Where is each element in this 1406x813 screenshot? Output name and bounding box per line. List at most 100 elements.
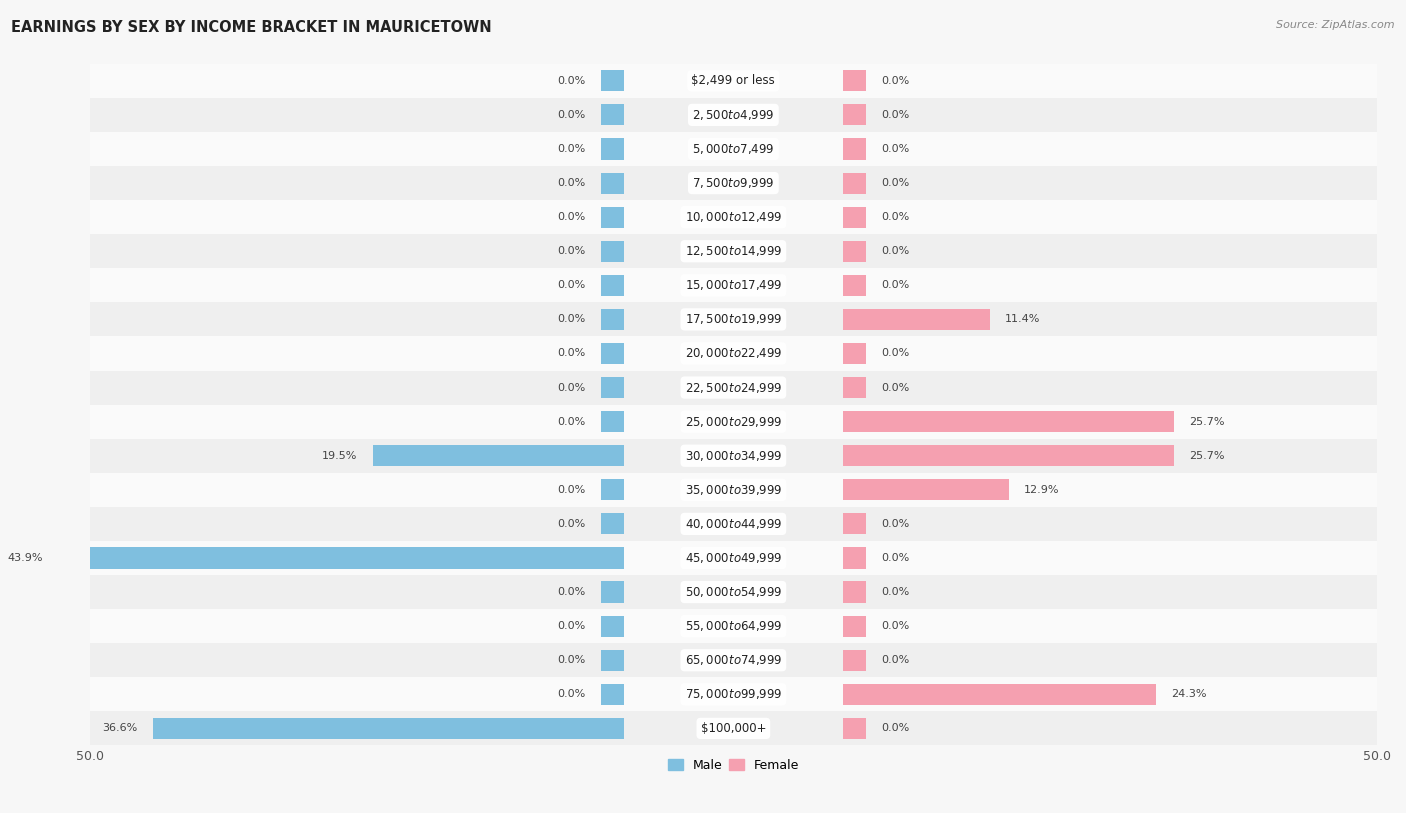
Bar (842, 275, 866, 296)
Text: 43.9%: 43.9% (8, 553, 44, 563)
Bar (90, 439, 1376, 473)
Bar (90, 132, 1376, 166)
Bar (842, 446, 1174, 467)
Text: 0.0%: 0.0% (557, 280, 585, 290)
Text: 25.7%: 25.7% (1189, 450, 1225, 461)
Text: 0.0%: 0.0% (882, 212, 910, 222)
Text: 0.0%: 0.0% (882, 349, 910, 359)
Bar (600, 581, 624, 602)
Bar (90, 268, 1376, 302)
Text: 0.0%: 0.0% (557, 315, 585, 324)
Bar (600, 70, 624, 91)
Bar (842, 70, 866, 91)
Text: 0.0%: 0.0% (557, 246, 585, 256)
Bar (842, 650, 866, 671)
Text: 0.0%: 0.0% (882, 519, 910, 529)
Bar (842, 138, 866, 159)
Text: 0.0%: 0.0% (557, 689, 585, 699)
Text: 19.5%: 19.5% (322, 450, 357, 461)
Bar (842, 104, 866, 125)
Bar (90, 200, 1376, 234)
Bar (90, 63, 1376, 98)
Bar (600, 172, 624, 193)
Text: $17,500 to $19,999: $17,500 to $19,999 (685, 312, 782, 326)
Bar (90, 405, 1376, 439)
Bar (600, 309, 624, 330)
Bar (600, 411, 624, 433)
Bar (842, 172, 866, 193)
Text: 0.0%: 0.0% (882, 587, 910, 597)
Text: 0.0%: 0.0% (557, 621, 585, 631)
Bar (90, 541, 1376, 575)
Bar (153, 718, 624, 739)
Text: 0.0%: 0.0% (557, 110, 585, 120)
Bar (600, 377, 624, 398)
Bar (90, 677, 1376, 711)
Text: $65,000 to $74,999: $65,000 to $74,999 (685, 653, 782, 667)
Text: EARNINGS BY SEX BY INCOME BRACKET IN MAURICETOWN: EARNINGS BY SEX BY INCOME BRACKET IN MAU… (11, 20, 492, 35)
Bar (90, 473, 1376, 506)
Bar (842, 241, 866, 262)
Bar (842, 513, 866, 534)
Text: 0.0%: 0.0% (557, 416, 585, 427)
Text: 0.0%: 0.0% (557, 212, 585, 222)
Text: 0.0%: 0.0% (557, 655, 585, 665)
Bar (59, 547, 624, 568)
Text: $20,000 to $22,499: $20,000 to $22,499 (685, 346, 782, 360)
Bar (842, 377, 866, 398)
Text: 0.0%: 0.0% (882, 110, 910, 120)
Text: 0.0%: 0.0% (882, 280, 910, 290)
Text: 0.0%: 0.0% (882, 553, 910, 563)
Text: $12,500 to $14,999: $12,500 to $14,999 (685, 244, 782, 259)
Bar (842, 581, 866, 602)
Bar (600, 684, 624, 705)
Bar (90, 234, 1376, 268)
Text: $7,500 to $9,999: $7,500 to $9,999 (692, 176, 775, 190)
Text: $40,000 to $44,999: $40,000 to $44,999 (685, 517, 782, 531)
Text: 0.0%: 0.0% (557, 587, 585, 597)
Text: $30,000 to $34,999: $30,000 to $34,999 (685, 449, 782, 463)
Bar (90, 575, 1376, 609)
Text: $55,000 to $64,999: $55,000 to $64,999 (685, 620, 782, 633)
Text: $35,000 to $39,999: $35,000 to $39,999 (685, 483, 782, 497)
Text: 0.0%: 0.0% (882, 621, 910, 631)
Bar (842, 309, 990, 330)
Bar (842, 615, 866, 637)
Text: $2,500 to $4,999: $2,500 to $4,999 (692, 108, 775, 122)
Bar (600, 275, 624, 296)
Text: $10,000 to $12,499: $10,000 to $12,499 (685, 210, 782, 224)
Text: Source: ZipAtlas.com: Source: ZipAtlas.com (1277, 20, 1395, 30)
Text: 0.0%: 0.0% (882, 144, 910, 154)
Text: 0.0%: 0.0% (882, 178, 910, 188)
Bar (90, 371, 1376, 405)
Bar (90, 506, 1376, 541)
Bar (842, 718, 866, 739)
Bar (90, 609, 1376, 643)
Bar (373, 446, 624, 467)
Bar (600, 241, 624, 262)
Text: $2,499 or less: $2,499 or less (692, 74, 775, 87)
Text: 0.0%: 0.0% (882, 383, 910, 393)
Text: 11.4%: 11.4% (1005, 315, 1040, 324)
Text: 0.0%: 0.0% (882, 76, 910, 86)
Bar (600, 615, 624, 637)
Text: 0.0%: 0.0% (882, 724, 910, 733)
Text: $100,000+: $100,000+ (700, 722, 766, 735)
Bar (842, 684, 1156, 705)
Bar (600, 343, 624, 364)
Bar (90, 337, 1376, 371)
Bar (90, 643, 1376, 677)
Text: $75,000 to $99,999: $75,000 to $99,999 (685, 687, 782, 702)
Bar (842, 479, 1010, 500)
Bar (90, 98, 1376, 132)
Text: $5,000 to $7,499: $5,000 to $7,499 (692, 142, 775, 156)
Text: $15,000 to $17,499: $15,000 to $17,499 (685, 278, 782, 293)
Bar (842, 547, 866, 568)
Legend: Male, Female: Male, Female (662, 754, 804, 776)
Text: $50,000 to $54,999: $50,000 to $54,999 (685, 585, 782, 599)
Text: $25,000 to $29,999: $25,000 to $29,999 (685, 415, 782, 428)
Bar (90, 711, 1376, 746)
Text: 0.0%: 0.0% (882, 246, 910, 256)
Text: 0.0%: 0.0% (882, 655, 910, 665)
Text: 0.0%: 0.0% (557, 178, 585, 188)
